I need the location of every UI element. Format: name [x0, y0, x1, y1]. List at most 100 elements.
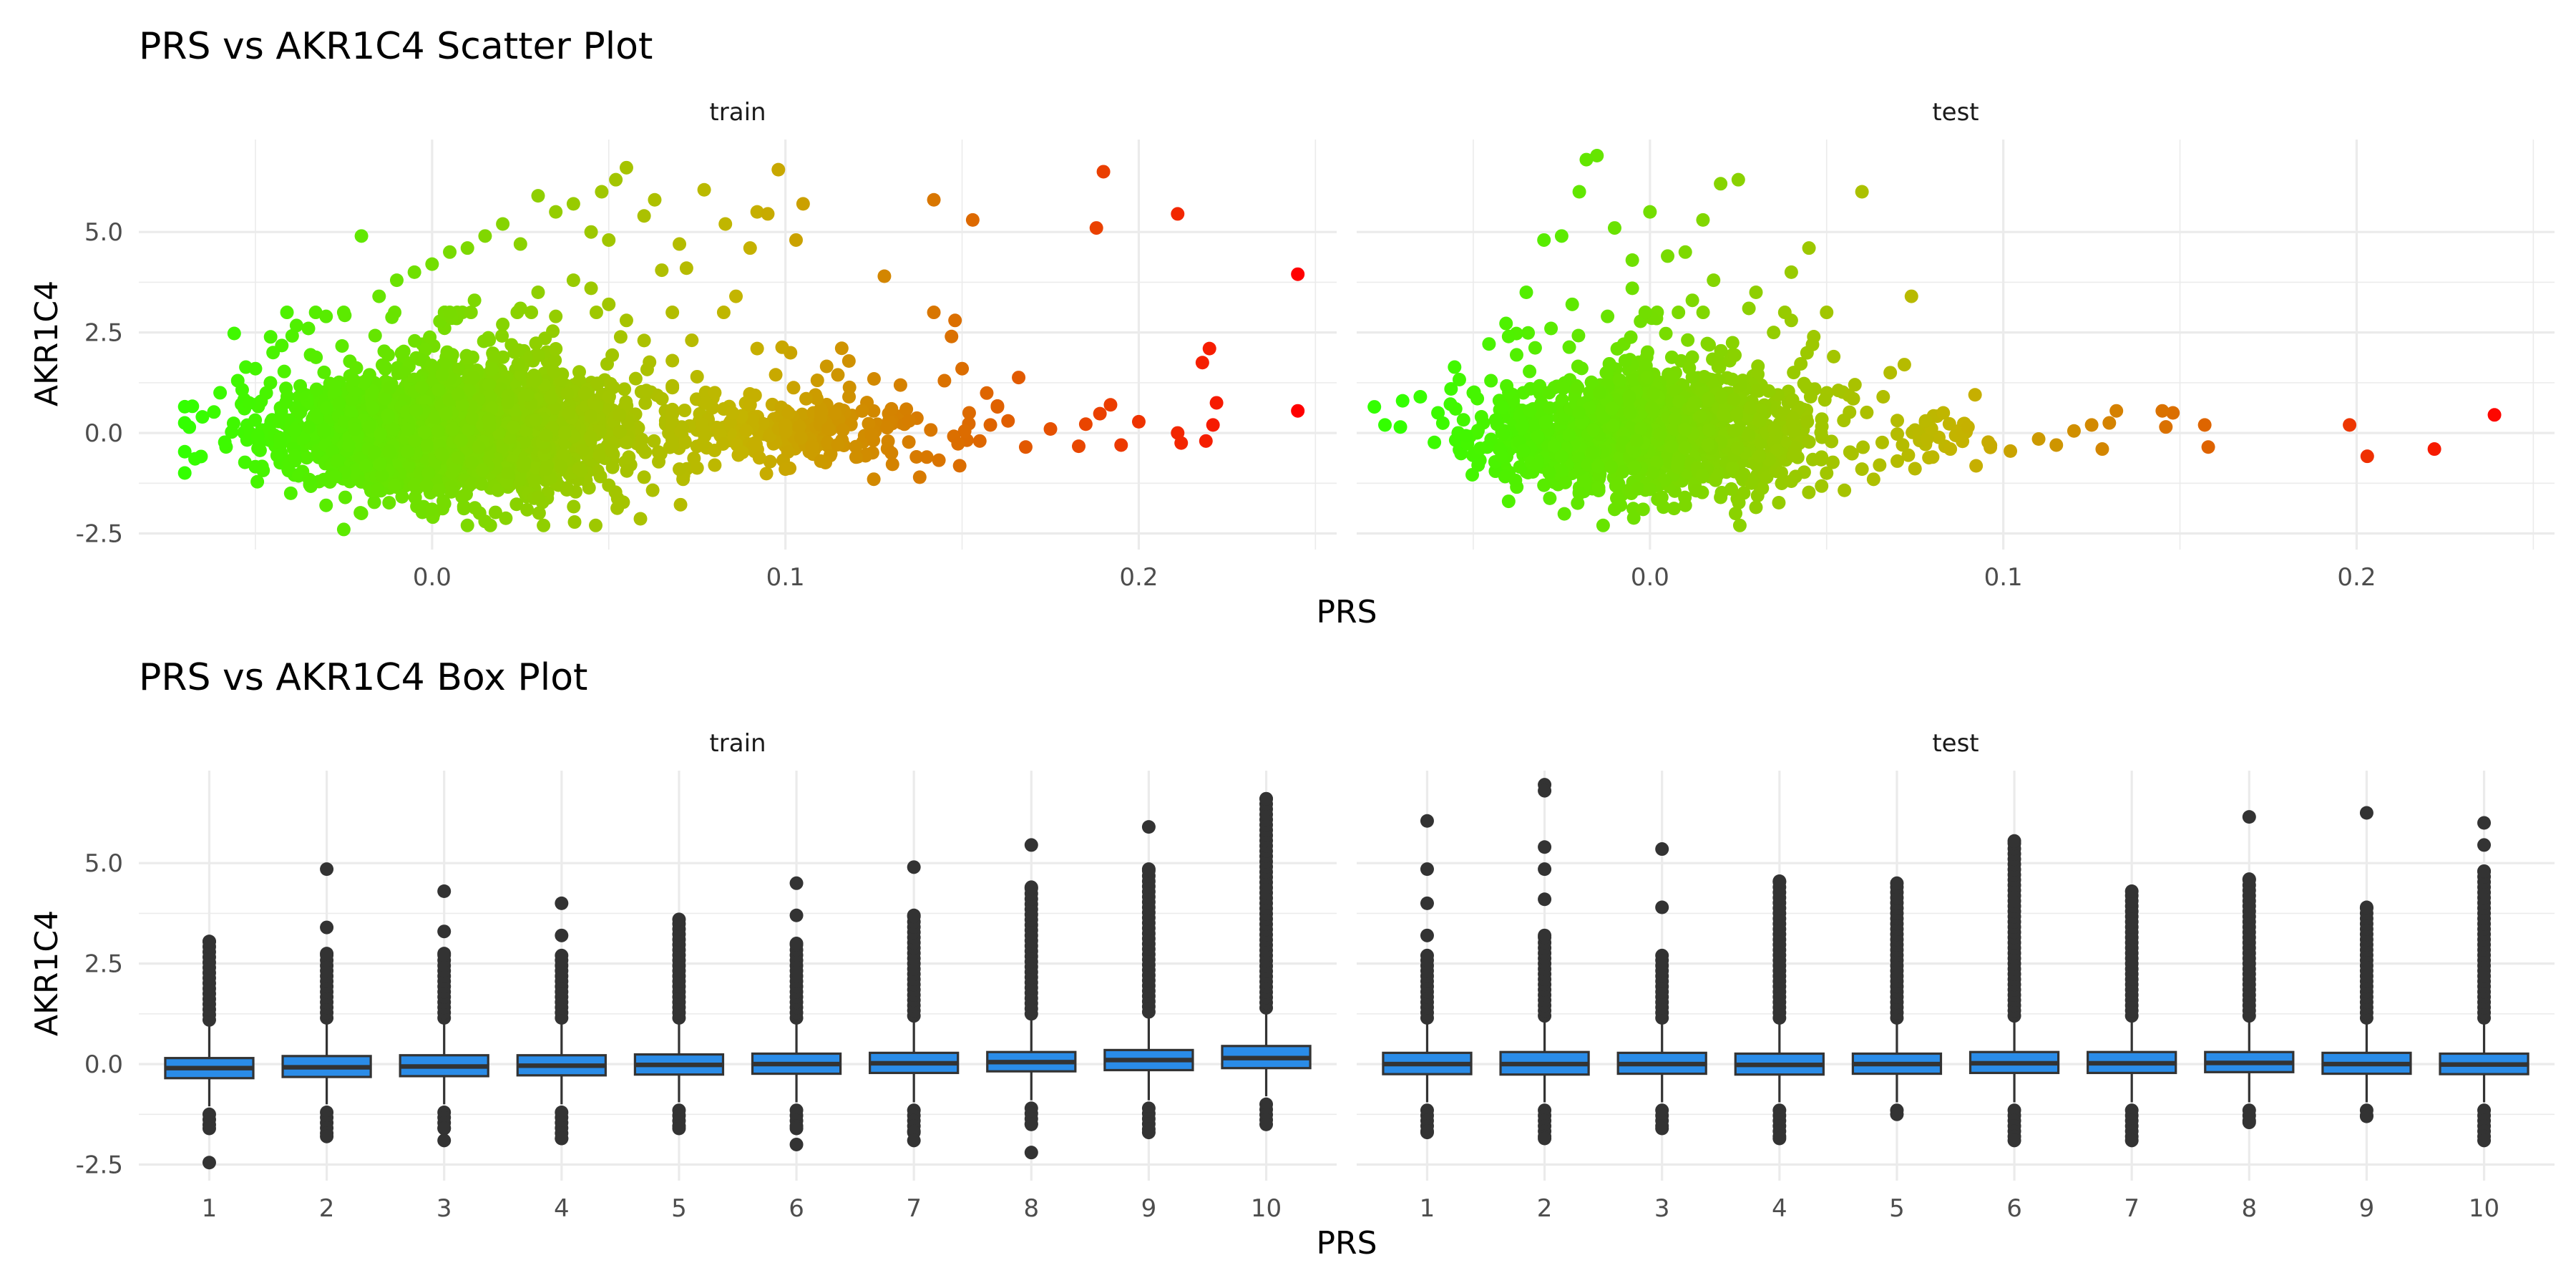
scatter-point	[821, 436, 835, 450]
scatter-point	[414, 380, 429, 394]
scatter-point	[2201, 440, 2215, 454]
scatter-point	[408, 434, 422, 448]
scatter-point	[1367, 400, 1382, 414]
scatter-point	[1572, 185, 1586, 199]
scatter-point	[302, 472, 316, 487]
scatter-point	[739, 424, 753, 438]
scatter-point	[957, 424, 972, 438]
scatter-point	[716, 306, 731, 320]
scatter-point	[1701, 438, 1715, 452]
scatter-point	[1774, 466, 1788, 480]
scatter-point	[1496, 426, 1511, 441]
scatter-point	[342, 439, 356, 453]
scatter-point	[1918, 414, 1933, 428]
scatter-point	[1755, 481, 1770, 495]
scatter-point	[759, 467, 774, 481]
scatter-point	[1725, 336, 1740, 350]
scatter-point	[1687, 396, 1702, 410]
box-outlier	[320, 920, 334, 935]
box-outliers	[1538, 778, 1552, 1146]
scatter-point	[1890, 454, 1905, 468]
scatter-point	[716, 436, 730, 451]
scatter-point	[1659, 326, 1673, 341]
scatter-x-tick-label: 0.0	[413, 563, 452, 592]
scatter-point	[1697, 369, 1712, 384]
box-outlier	[907, 1133, 921, 1148]
scatter-point	[496, 317, 510, 331]
scatter-point	[909, 449, 924, 464]
scatter-point	[419, 479, 434, 493]
scatter-point	[1579, 152, 1594, 167]
scatter-point	[335, 338, 349, 353]
scatter-point	[382, 496, 396, 510]
scatter-x-tick-label: 0.2	[1119, 563, 1158, 592]
scatter-point	[1171, 426, 1185, 440]
box-test-2	[1499, 778, 1590, 1146]
box-outlier	[1024, 838, 1038, 852]
scatter-point	[1466, 386, 1480, 400]
scatter-point	[185, 399, 200, 414]
scatter-point	[1785, 393, 1800, 407]
scatter-point	[1622, 389, 1636, 404]
scatter-point	[1784, 265, 1798, 279]
scatter-point	[1459, 429, 1473, 443]
scatter-point	[293, 379, 308, 393]
scatter-point	[319, 498, 333, 512]
box-test-10	[2439, 816, 2529, 1148]
box-outliers	[2477, 816, 2492, 1148]
scatter-point	[549, 205, 563, 219]
scatter-x-label: PRS	[1316, 594, 1377, 630]
scatter-point	[1638, 306, 1652, 320]
scatter-point	[1572, 486, 1586, 500]
box-train-1	[164, 935, 255, 1170]
scatter-point	[648, 192, 662, 207]
scatter-point	[1591, 459, 1605, 474]
box-outlier	[1655, 948, 1669, 962]
scatter-point	[371, 482, 385, 497]
scatter-point	[1001, 414, 1015, 428]
scatter-point	[1078, 417, 1093, 431]
box-outlier	[789, 1137, 804, 1151]
scatter-point	[1742, 301, 1756, 316]
scatter-point	[589, 306, 603, 320]
box-outlier	[202, 935, 216, 949]
scatter-point	[462, 384, 477, 398]
scatter-point	[810, 374, 824, 388]
scatter-point	[952, 459, 967, 473]
scatter-point	[697, 182, 711, 197]
scatter-point	[1526, 419, 1541, 433]
scatter-point	[501, 466, 515, 480]
box-outlier	[789, 908, 804, 922]
scatter-point	[548, 353, 562, 368]
scatter-point	[529, 336, 543, 351]
scatter-point	[2095, 442, 2109, 457]
scatter-point	[445, 422, 459, 436]
box-train-2	[281, 862, 372, 1143]
scatter-point	[781, 406, 796, 420]
box-y-tick-label: 2.5	[84, 950, 123, 979]
scatter-point	[317, 365, 331, 379]
scatter-point	[1873, 458, 1887, 472]
box-outlier	[2477, 816, 2492, 830]
scatter-point	[328, 469, 343, 484]
scatter-point	[1452, 372, 1466, 386]
scatter-point	[374, 427, 388, 441]
scatter-point	[584, 281, 598, 296]
scatter-x-tick-label: 0.1	[1984, 563, 2023, 592]
box-outlier	[437, 1133, 452, 1148]
scatter-point	[413, 352, 427, 366]
scatter-point	[478, 229, 492, 243]
scatter-title: PRS vs AKR1C4 Scatter Plot	[139, 25, 653, 68]
scatter-point	[1685, 293, 1699, 308]
scatter-point	[1643, 205, 1657, 219]
scatter-point	[1448, 401, 1463, 416]
scatter-point	[678, 404, 692, 418]
scatter-point	[1631, 482, 1645, 496]
scatter-point	[1749, 384, 1763, 398]
scatter-panel-test: test	[1357, 98, 2555, 550]
scatter-point	[1672, 306, 1686, 320]
scatter-point	[919, 450, 934, 464]
scatter-point	[1501, 494, 1516, 509]
box-outlier	[2477, 1133, 2492, 1148]
scatter-point	[582, 481, 596, 495]
